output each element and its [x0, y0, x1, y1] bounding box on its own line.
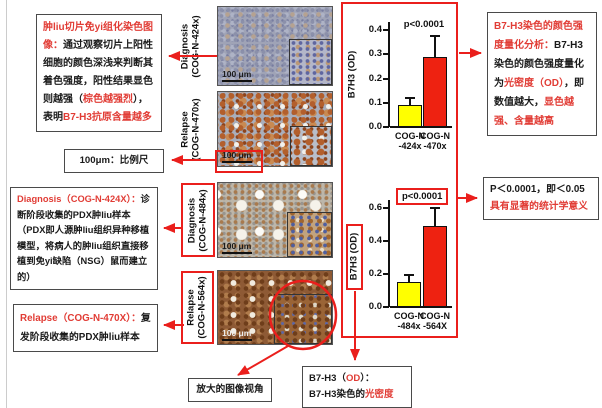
y-tick-label: 0.6	[368, 202, 382, 213]
y-tick-label: 0.4	[368, 235, 382, 246]
scale-bar: 100 μm	[222, 70, 252, 82]
category-label: COG-N -424x	[395, 131, 425, 151]
bar-red	[423, 56, 447, 127]
diagnosis-note-box: Diagnosis（COG-N-424X）：诊断阶段收集的PDX肿liu样本（P…	[10, 187, 158, 290]
scalebar-highlight-box	[215, 150, 263, 173]
magnified-view-note-box: 放大的图像视角	[188, 378, 272, 402]
y-tick-label: 0.0	[368, 121, 382, 132]
scale-bar-line	[222, 80, 252, 82]
bar-red	[423, 226, 447, 307]
y-axis-label: B7H3 (OD)	[348, 232, 360, 281]
y-tick	[383, 240, 389, 242]
y-tick-label: 0.1	[368, 96, 382, 108]
bar-yellow	[397, 282, 421, 307]
scalebar-note-text: 100μm：比例尺	[79, 154, 149, 166]
od-note-line1: B7-H3（OD）：	[309, 373, 375, 384]
scale-bar-text: 100 μm	[222, 328, 252, 338]
scale-bar: 100 μm	[222, 151, 252, 163]
ihc-image-relapse-470x: 100 μm	[217, 91, 333, 167]
ihc-image-diagnosis-424x: 100 μm	[217, 6, 333, 86]
scale-bar: 100 μm	[222, 329, 252, 341]
p-value-label: p<0.0001	[396, 188, 449, 205]
x-axis	[390, 126, 452, 128]
image-inset	[289, 39, 332, 85]
y-tick	[383, 101, 389, 104]
y-tick	[383, 77, 389, 80]
y-tick-label: 0.0	[368, 301, 382, 312]
x-axis	[390, 306, 452, 308]
scale-bar: 100 μm	[222, 242, 252, 254]
image-label-564x-highlighted: Relapse (COG-N-564x)	[181, 271, 214, 344]
ihc-note-box: 肿liu切片免yi组化染色图像：通过观察切片上阳性细胞的颜色深浅来判断其着色强度…	[36, 14, 162, 132]
scale-bar-line	[222, 339, 252, 341]
diagnosis-note-text: Diagnosis（COG-N-424X）：诊断阶段收集的PDX肿liu样本（P…	[17, 194, 150, 282]
y-tick	[383, 207, 389, 209]
y-tick-label: 0.2	[368, 72, 382, 84]
relapse-note-text: Relapse（COG-N-470X）：复发阶段收集的PDX肿liu样本	[20, 313, 151, 343]
y-axis-label: B7H3 (OD)	[346, 50, 358, 99]
od-note-line2: B7-H3染色的光密度	[309, 389, 394, 400]
error-bar	[434, 36, 436, 57]
error-bar-cap	[430, 35, 440, 38]
scale-bar-text: 100 μm	[222, 241, 252, 251]
pvalue-note-line1: P＜0.0001，即＜0.05	[490, 184, 585, 195]
scale-bar-text: 100 μm	[222, 150, 252, 160]
error-bar-cap	[405, 96, 415, 99]
pvalue-note-line2: 具有显著的统计学意义	[490, 200, 588, 212]
y-tick	[383, 53, 389, 56]
image-inset	[290, 126, 332, 166]
error-bar-cap	[404, 273, 414, 276]
ihc-note-text: 肿liu切片免yi组化染色图像：通过观察切片上阳性细胞的颜色深浅来判断其着色强度…	[43, 22, 154, 123]
scale-bar-line	[222, 161, 252, 163]
page-edge-line	[6, 0, 7, 408]
y-tick-label: 0.2	[368, 268, 382, 279]
y-axis	[388, 22, 390, 127]
scalebar-note-box: 100μm：比例尺	[64, 149, 164, 173]
y-tick	[383, 273, 389, 275]
scale-bar-text: 100 μm	[222, 69, 252, 79]
y-tick-label: 0.3	[368, 48, 382, 60]
image-inset	[287, 212, 332, 257]
error-bar	[409, 97, 411, 106]
pvalue-note-box: P＜0.0001，即＜0.05 具有显著的统计学意义	[483, 177, 599, 220]
od-note-box: B7-H3（OD）： B7-H3染色的光密度	[302, 366, 412, 408]
error-bar-cap	[430, 207, 440, 209]
y-tick	[383, 306, 389, 308]
magnified-view-text: 放大的图像视角	[196, 383, 264, 395]
y-tick	[383, 126, 389, 128]
y-tick-label: 0.4	[368, 24, 382, 35]
image-label-484x-highlighted: Diagnosis (COG-N-484x)	[181, 183, 215, 257]
relapse-note-box: Relapse（COG-N-470X）：复发阶段收集的PDX肿liu样本	[13, 304, 158, 352]
y-axis-label-highlight-box	[346, 224, 363, 290]
category-label: COG-N -484x	[394, 311, 424, 331]
y-axis	[388, 200, 390, 307]
error-bar	[408, 274, 410, 283]
category-label: COG-N -470x	[420, 131, 450, 151]
error-bar	[434, 208, 436, 227]
y-tick	[383, 29, 389, 31]
scale-bar-line	[222, 252, 252, 254]
ihc-image-diagnosis-484x: 100 μm	[217, 182, 333, 258]
quant-note-box: B7-H3染色的颜色强度量化分析：B7-H3染色的颜色强度量化为光密度（OD），…	[487, 12, 597, 136]
bar-yellow	[398, 105, 422, 127]
p-value-label: p<0.0001	[403, 19, 445, 30]
category-label: COG-N -564X	[420, 311, 450, 331]
quant-note-text: B7-H3染色的颜色强度量化分析：B7-H3染色的颜色强度量化为光密度（OD），…	[494, 21, 584, 127]
